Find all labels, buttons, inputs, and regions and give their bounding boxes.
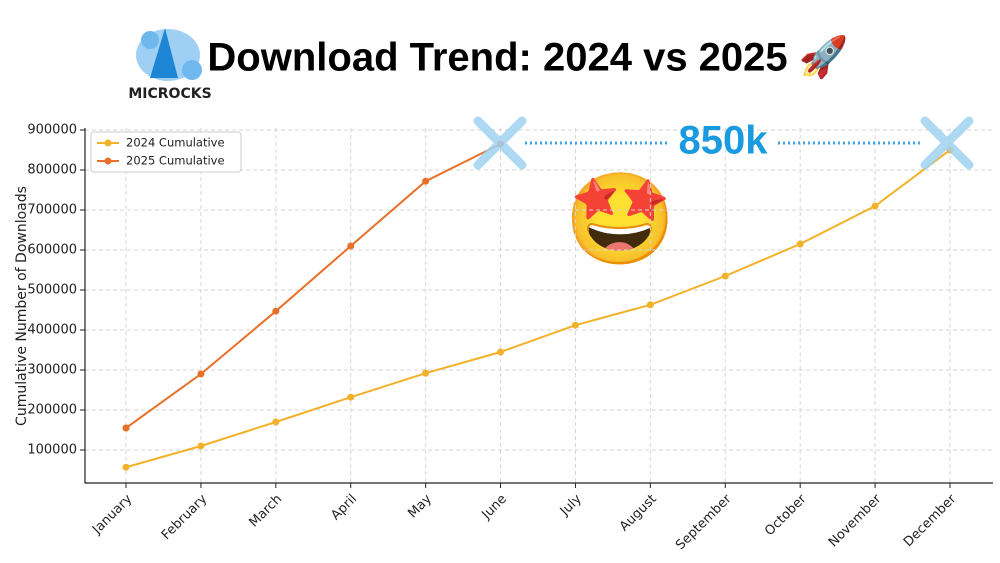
point xyxy=(122,424,130,432)
x-tick-label: August xyxy=(617,492,660,535)
legend: 2024 Cumulative 2025 Cumulative xyxy=(90,131,242,173)
point xyxy=(422,369,430,377)
x-marker xyxy=(920,116,974,170)
y-tick-label: 300000 xyxy=(27,363,77,378)
point xyxy=(197,442,205,450)
y-tick-label: 500000 xyxy=(27,283,77,298)
x-tick-label: January xyxy=(89,491,135,537)
axes xyxy=(84,128,993,484)
x-tick-label: February xyxy=(159,491,211,543)
logo: MICROCKS xyxy=(128,28,212,102)
x-tick-label: September xyxy=(673,491,735,553)
x-marker xyxy=(473,116,527,170)
annotation: 850k xyxy=(679,119,769,163)
y-tick-label: 400000 xyxy=(27,323,77,338)
y-tick-label: 700000 xyxy=(27,203,77,218)
point xyxy=(871,202,879,210)
point xyxy=(347,242,355,250)
point xyxy=(272,418,280,426)
y-tick-label: 200000 xyxy=(27,403,77,418)
point xyxy=(721,272,729,280)
x-tick-label: May xyxy=(405,491,435,521)
point xyxy=(197,370,205,378)
x-tick-label: April xyxy=(328,492,360,524)
y-tick-label: 600000 xyxy=(27,243,77,258)
point xyxy=(646,301,654,309)
x-tick-label: October xyxy=(762,491,810,539)
series-line xyxy=(125,143,501,429)
chart-title: Download Trend: 2024 vs 2025 🚀 xyxy=(207,34,848,80)
point xyxy=(497,348,505,356)
series-line xyxy=(125,149,951,469)
logo-text: MICROCKS xyxy=(128,86,211,102)
point xyxy=(272,307,280,315)
point xyxy=(422,177,430,185)
x-tick-label: March xyxy=(246,492,285,531)
y-tick-label: 900000 xyxy=(27,123,77,138)
emoji: 🤩 xyxy=(564,167,676,272)
x-tick-label: June xyxy=(479,492,510,523)
x-tick-label: November xyxy=(826,491,885,550)
y-tick-label: 100000 xyxy=(27,443,77,458)
point xyxy=(571,321,579,329)
legend-marker xyxy=(104,139,112,147)
x-tick-label: July xyxy=(557,491,585,519)
legend-box xyxy=(90,131,242,173)
point xyxy=(347,393,355,401)
y-axis-label: Cumulative Number of Downloads xyxy=(14,186,30,426)
point xyxy=(122,463,130,471)
x-tick-label: December xyxy=(901,491,960,550)
legend-label: 2025 Cumulative xyxy=(126,154,225,168)
legend-label: 2024 Cumulative xyxy=(126,136,225,150)
y-tick-label: 800000 xyxy=(27,163,77,178)
legend-marker xyxy=(104,157,112,165)
point xyxy=(796,240,804,248)
